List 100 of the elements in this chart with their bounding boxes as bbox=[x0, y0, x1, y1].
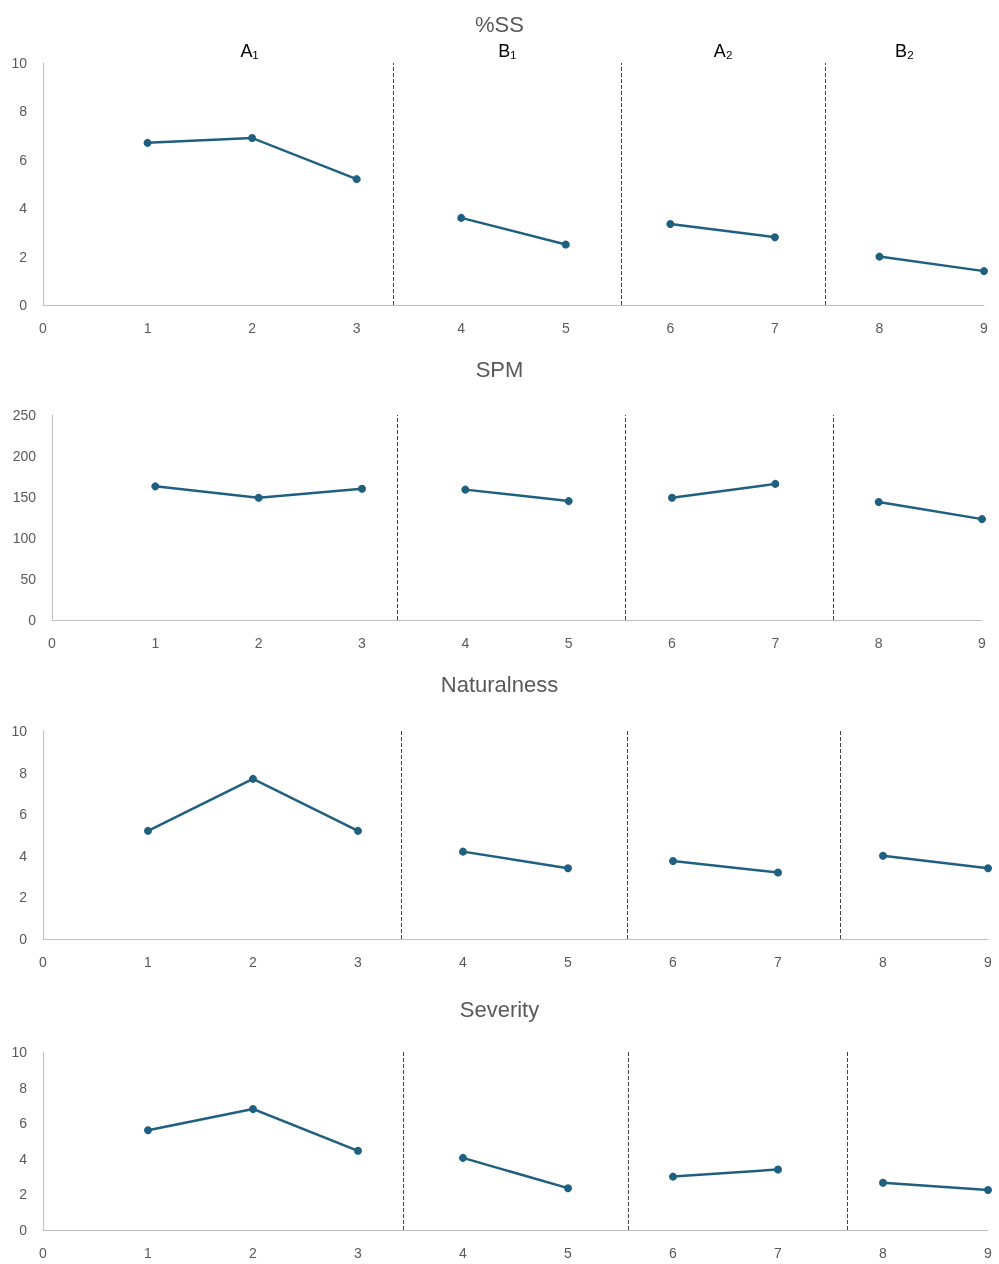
x-tick-label: 0 bbox=[48, 635, 57, 651]
x-tick-label: 7 bbox=[771, 635, 780, 651]
y-tick-label: 6 bbox=[19, 1115, 28, 1132]
x-tick-label: 4 bbox=[457, 320, 466, 336]
x-tick-label: 9 bbox=[978, 635, 987, 651]
y-tick-label: 4 bbox=[19, 847, 28, 864]
chart-title: Naturalness bbox=[440, 671, 559, 697]
y-tick-label: 8 bbox=[19, 1079, 28, 1096]
y-tick-label: 6 bbox=[19, 806, 28, 823]
y-tick-label: 2 bbox=[19, 248, 28, 265]
x-tick-label: 1 bbox=[143, 320, 152, 336]
x-tick-label: 3 bbox=[354, 954, 363, 970]
x-tick-label: 6 bbox=[668, 635, 677, 651]
y-tick-label: 2 bbox=[19, 1186, 28, 1203]
x-tick-label: 3 bbox=[352, 320, 361, 336]
point bbox=[354, 826, 362, 835]
point bbox=[984, 864, 992, 873]
point bbox=[984, 1185, 992, 1194]
y-tick-label: 0 bbox=[19, 931, 28, 947]
x-tick-label: 6 bbox=[669, 954, 678, 970]
point bbox=[144, 1126, 152, 1135]
x-tick-label: 5 bbox=[564, 954, 573, 970]
y-tick-label: 10 bbox=[11, 723, 28, 739]
point bbox=[248, 134, 257, 143]
point bbox=[669, 1172, 677, 1181]
y-tick-label: 0 bbox=[19, 297, 28, 313]
text: B₁ bbox=[498, 41, 517, 61]
x-tick-label: 2 bbox=[249, 1245, 258, 1261]
x-tick-label: 8 bbox=[874, 635, 883, 651]
x-tick-label: 7 bbox=[774, 1245, 783, 1261]
text: A₁ bbox=[240, 41, 259, 61]
point bbox=[254, 493, 263, 502]
x-tick-label: 5 bbox=[561, 320, 570, 336]
point bbox=[771, 479, 780, 488]
y-tick-label: 4 bbox=[19, 200, 28, 217]
point bbox=[879, 1178, 887, 1187]
x-tick-label: 1 bbox=[151, 635, 160, 651]
x-tick-label: 1 bbox=[144, 954, 153, 970]
point bbox=[669, 857, 677, 865]
chart-title: SPM bbox=[475, 356, 524, 382]
point bbox=[358, 484, 366, 493]
point bbox=[561, 240, 570, 249]
point bbox=[564, 497, 573, 506]
y-tick-label: 0 bbox=[19, 1222, 28, 1238]
x-tick-label: 4 bbox=[459, 1245, 468, 1261]
point bbox=[143, 138, 152, 147]
x-tick-label: 9 bbox=[984, 954, 993, 970]
y-tick-label: 6 bbox=[19, 151, 28, 168]
x-tick-label: 0 bbox=[39, 1245, 48, 1261]
x-tick-label: 8 bbox=[879, 1245, 888, 1261]
point bbox=[666, 219, 675, 228]
point bbox=[249, 774, 257, 783]
point bbox=[774, 868, 782, 877]
x-tick-label: 6 bbox=[669, 1245, 678, 1261]
x-tick-label: 9 bbox=[980, 320, 989, 336]
text: A₂ bbox=[713, 41, 733, 61]
chart-title: %SS bbox=[475, 11, 524, 37]
point bbox=[151, 482, 160, 491]
chart-title: Severity bbox=[459, 996, 540, 1022]
x-tick-label: 3 bbox=[354, 1245, 363, 1261]
y-tick-label: 0 bbox=[28, 612, 37, 628]
point bbox=[874, 497, 883, 506]
point bbox=[668, 493, 676, 502]
point bbox=[457, 213, 466, 222]
point bbox=[354, 1146, 362, 1155]
y-tick-label: 8 bbox=[19, 764, 28, 781]
x-tick-label: 8 bbox=[875, 320, 884, 336]
y-tick-label: 150 bbox=[12, 489, 37, 505]
x-tick-label: 7 bbox=[770, 320, 779, 336]
point bbox=[459, 1153, 467, 1162]
y-tick-label: 8 bbox=[19, 103, 28, 120]
x-tick-label: 5 bbox=[564, 1245, 573, 1261]
text: B₂ bbox=[895, 41, 915, 61]
x-tick-label: 2 bbox=[254, 635, 263, 651]
y-tick-label: 2 bbox=[19, 889, 28, 906]
point bbox=[564, 864, 572, 873]
x-tick-label: 6 bbox=[666, 320, 675, 336]
x-tick-label: 0 bbox=[39, 320, 48, 336]
x-tick-label: 0 bbox=[39, 954, 48, 970]
y-tick-label: 250 bbox=[12, 407, 37, 423]
point bbox=[461, 485, 470, 494]
y-tick-label: 10 bbox=[11, 1044, 28, 1060]
x-tick-label: 7 bbox=[774, 954, 783, 970]
x-tick-label: 4 bbox=[461, 635, 470, 651]
point bbox=[770, 233, 779, 242]
y-tick-label: 4 bbox=[19, 1150, 28, 1167]
point bbox=[980, 267, 988, 276]
point bbox=[774, 1165, 782, 1174]
x-tick-label: 9 bbox=[984, 1245, 993, 1261]
point bbox=[879, 851, 887, 860]
point bbox=[352, 175, 361, 184]
y-tick-label: 100 bbox=[12, 530, 37, 546]
x-tick-label: 4 bbox=[459, 954, 468, 970]
x-tick-label: 2 bbox=[248, 320, 257, 336]
point bbox=[875, 252, 884, 261]
point bbox=[564, 1184, 572, 1193]
x-tick-label: 2 bbox=[249, 954, 258, 970]
point bbox=[978, 515, 986, 524]
point bbox=[459, 847, 467, 856]
y-tick-label: 200 bbox=[12, 448, 37, 464]
